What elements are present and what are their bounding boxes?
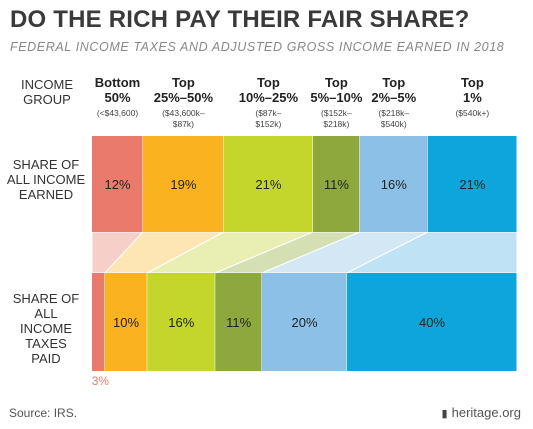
group-header: Top 25%–50% ($43,600k– $87k) (154, 75, 213, 130)
group-range: (<$43,600) (96, 108, 139, 118)
tax-share-bar (262, 273, 347, 371)
income-share-value-label: 16% (381, 177, 407, 192)
income-share-bar (359, 136, 428, 232)
tax-share-bar (104, 273, 147, 371)
tax-share-value-label: 3% (92, 374, 110, 388)
income-share-value-label: 11% (324, 177, 349, 192)
source-note: Source: IRS. (9, 406, 78, 420)
brand-text: heritage.org (451, 405, 521, 420)
group-name: Top 2%–5% (371, 75, 417, 105)
income-share-value-label: 12% (104, 177, 130, 192)
group-header: Top 5%–10% ($152k– $218k) (310, 75, 362, 130)
group-range: ($87k– $152k) (255, 108, 282, 129)
group-range: ($152k– $218k) (321, 108, 352, 129)
income-share-value-label: 21% (255, 177, 281, 192)
tax-share-bar (347, 273, 517, 371)
income-share-bar (223, 136, 313, 232)
income-share-bar (92, 136, 143, 232)
tax-share-value-label: 10% (113, 315, 139, 330)
group-name: Top 5%–10% (310, 75, 363, 105)
share-income-label: SHARE OF ALL INCOME EARNED (6, 157, 86, 202)
tax-share-bar (147, 273, 215, 371)
income-share-value-label: 19% (170, 177, 196, 192)
income-share-value-label: 21% (459, 177, 485, 192)
group-name: Top 10%–25% (238, 75, 299, 105)
group-name: Top 25%–50% (153, 75, 214, 105)
group-header: Top 2%–5% ($218k– $540k) (371, 75, 416, 130)
chart-subtitle: FEDERAL INCOME TAXES AND ADJUSTED GROSS … (10, 40, 505, 54)
group-range: ($218k– $540k) (378, 108, 410, 129)
group-name: Top 1% (460, 75, 484, 105)
group-range: ($540k+) (455, 108, 490, 118)
share-taxes-label: SHARE OF ALL INCOME TAXES PAID (12, 291, 80, 366)
group-name: Bottom 50% (94, 75, 141, 105)
tax-share-bar (92, 273, 105, 371)
group-header: Bottom 50% (<$43,600) (95, 75, 141, 119)
tax-share-value-label: 16% (168, 315, 194, 330)
heritage-logo-icon: ▮ (441, 408, 448, 420)
group-range: ($43,600k– $87k) (162, 108, 205, 129)
income-group-label: INCOME GROUP (21, 77, 73, 107)
tax-share-value-label: 11% (226, 315, 251, 330)
group-header: Top 10%–25% ($87k– $152k) (239, 75, 298, 130)
tax-share-value-label: 40% (419, 315, 445, 330)
group-header: Top 1% ($540k+) (455, 75, 489, 119)
income-share-bar (313, 136, 360, 232)
brand-credit: ▮ heritage.org (442, 405, 521, 420)
chart-title: DO THE RICH PAY THEIR FAIR SHARE? (10, 6, 470, 33)
income-share-bar (143, 136, 224, 232)
tax-share-value-label: 20% (291, 315, 317, 330)
income-share-bar (427, 136, 517, 232)
tax-share-bar (215, 273, 262, 371)
